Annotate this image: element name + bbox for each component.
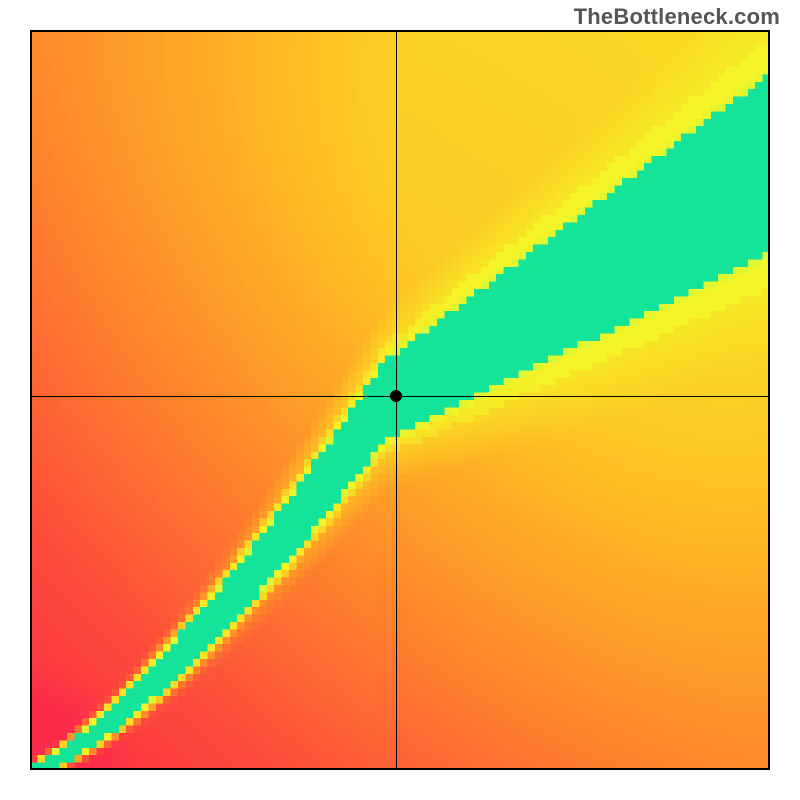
crosshair-marker [390,390,402,402]
watermark-text: TheBottleneck.com [574,4,780,30]
container: TheBottleneck.com [0,0,800,800]
